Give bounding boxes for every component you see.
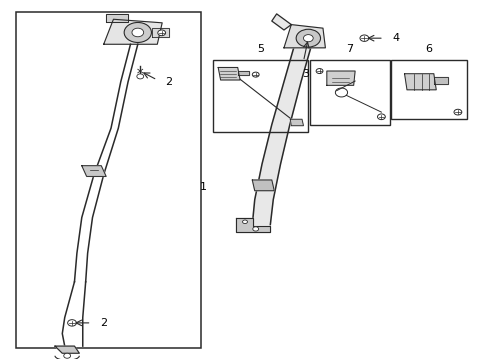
Circle shape [158,30,166,36]
Circle shape [137,74,144,79]
Polygon shape [252,48,311,225]
Polygon shape [218,67,240,80]
Circle shape [360,35,369,41]
Circle shape [68,320,76,326]
Polygon shape [327,71,355,85]
Bar [16,12,201,348]
Polygon shape [405,74,436,90]
Text: 3: 3 [302,68,309,78]
Circle shape [124,22,151,42]
Bar [310,60,390,125]
Circle shape [296,29,320,47]
Text: 2: 2 [100,318,107,328]
Polygon shape [238,71,249,75]
Circle shape [252,72,259,77]
Polygon shape [82,166,106,176]
Circle shape [132,28,144,37]
Circle shape [303,35,313,42]
Circle shape [243,220,247,224]
Text: 6: 6 [425,44,433,54]
Bar [391,60,466,119]
Polygon shape [290,119,303,126]
Polygon shape [55,346,79,353]
Text: 1: 1 [200,182,207,192]
Circle shape [64,353,71,358]
Polygon shape [284,24,325,48]
Text: 7: 7 [346,44,354,54]
Polygon shape [434,77,448,85]
Circle shape [253,227,259,231]
Text: 4: 4 [392,33,399,43]
Polygon shape [152,28,170,37]
Text: 5: 5 [257,44,264,54]
Polygon shape [104,19,162,44]
Bar [213,60,308,132]
Polygon shape [236,217,270,232]
Circle shape [454,109,462,115]
Circle shape [316,68,323,73]
Polygon shape [252,180,274,191]
Polygon shape [272,14,291,30]
Text: 2: 2 [166,77,172,87]
Polygon shape [106,14,128,22]
Circle shape [377,114,385,120]
